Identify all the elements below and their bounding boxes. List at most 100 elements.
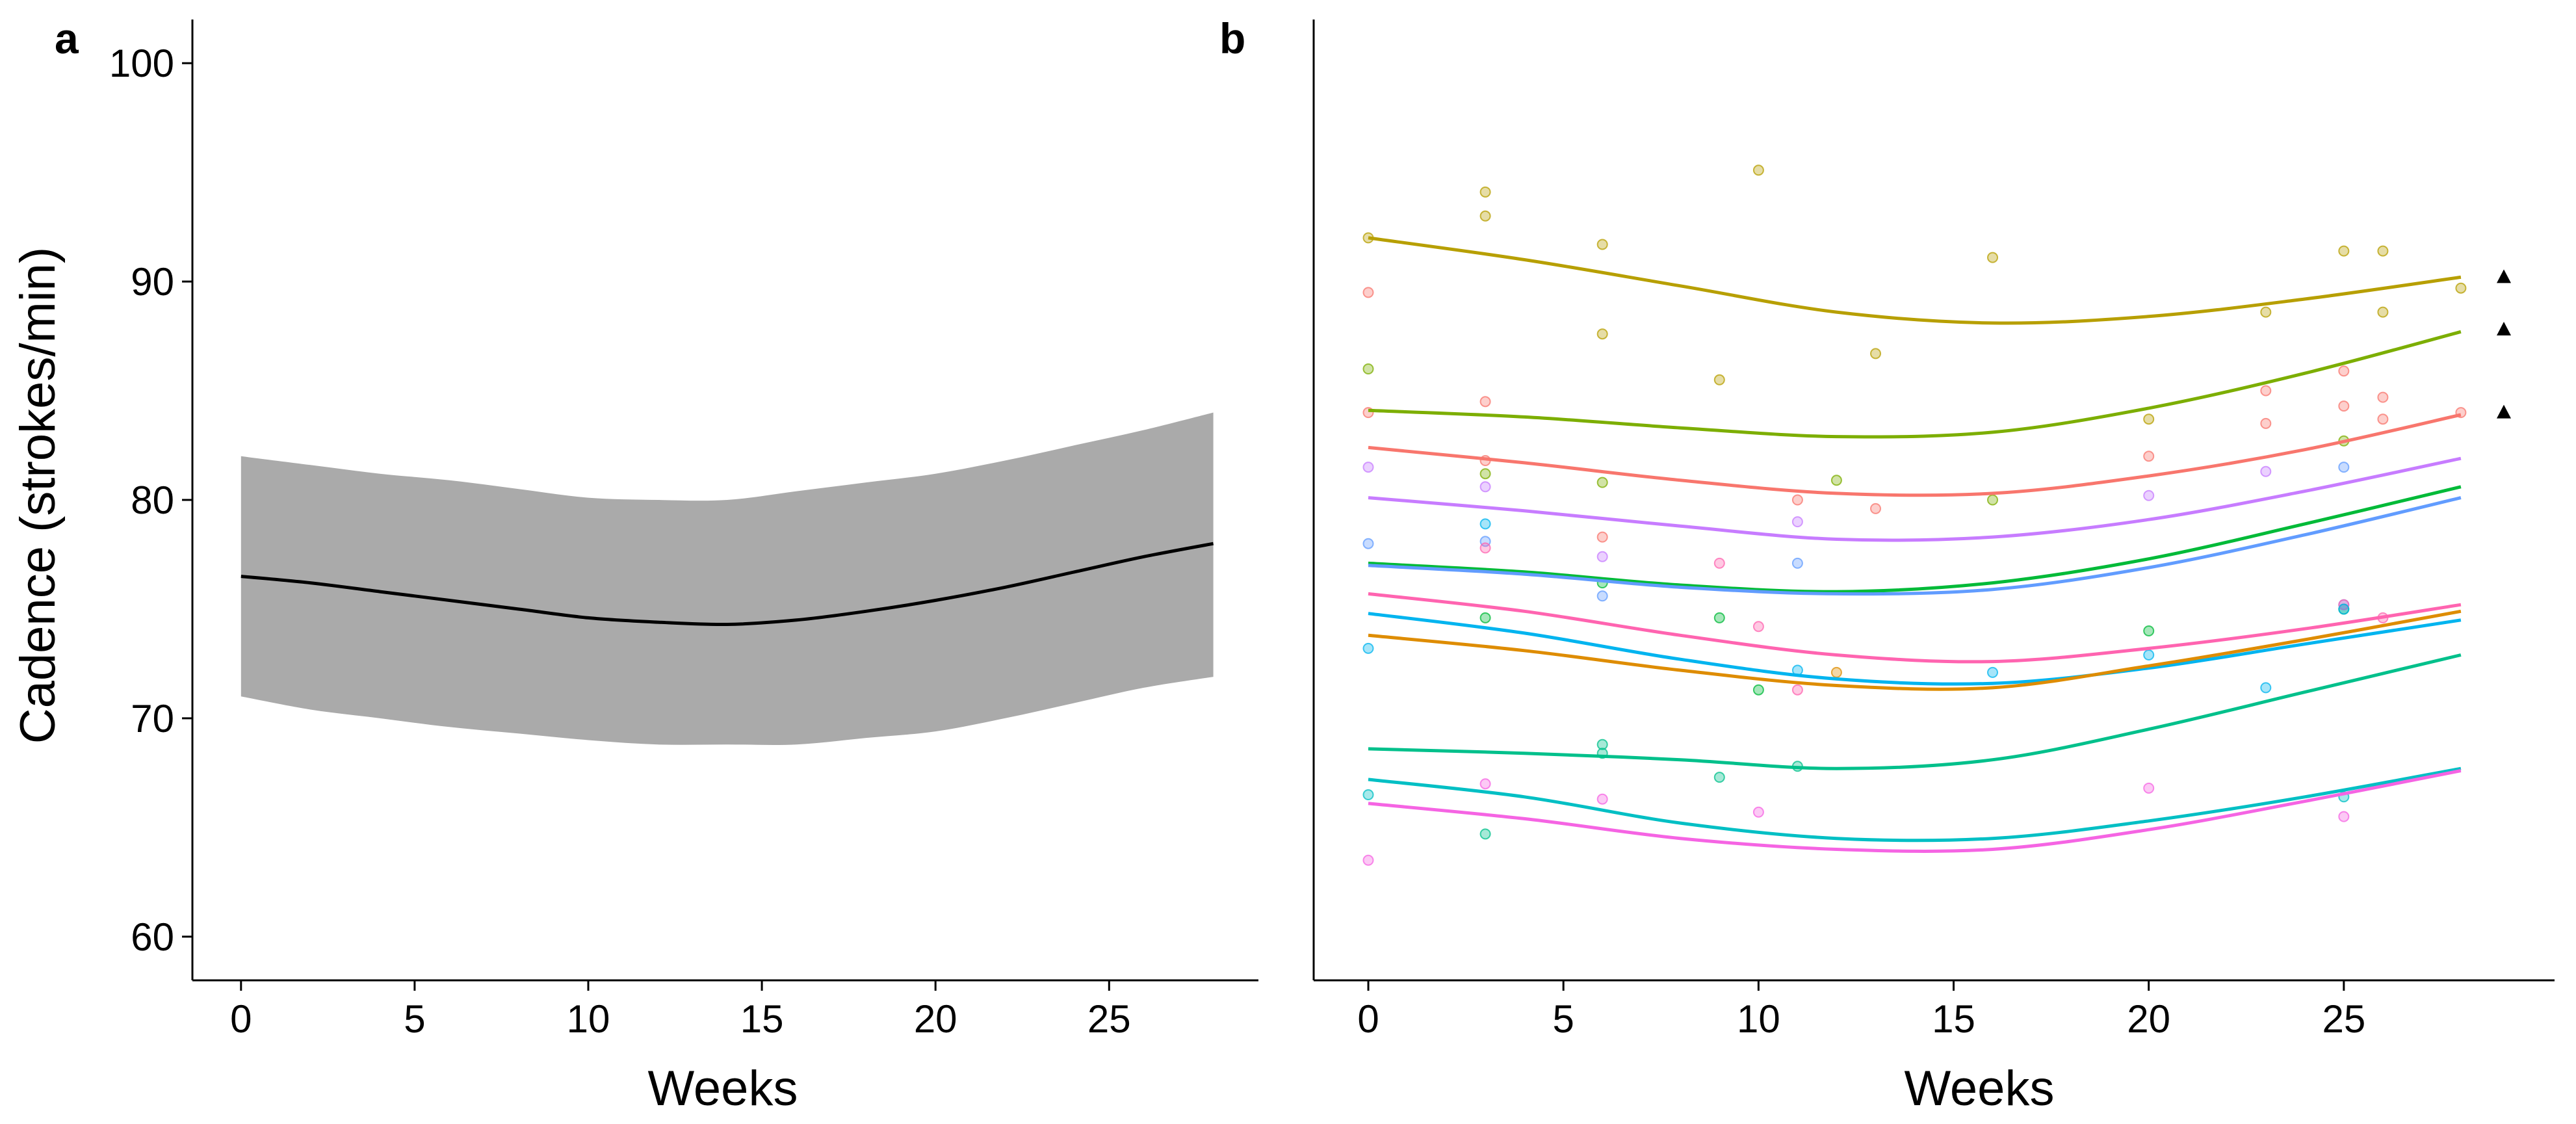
subject-12-line <box>1368 769 2462 853</box>
subject-4-point <box>1791 516 1803 528</box>
subject-3-point <box>1791 494 1803 506</box>
subject-2-line <box>1368 330 2462 439</box>
subject-3-point <box>2377 413 2389 425</box>
subject-5-point <box>2143 625 2155 636</box>
subject-3-point <box>2143 451 2155 462</box>
subject-3-point <box>1479 396 1491 408</box>
subject-2-point <box>1830 475 1842 486</box>
subject-4-point <box>1479 481 1491 493</box>
panel-a-x-tick-label: 15 <box>740 997 784 1041</box>
triangle-marker <box>2497 404 2511 419</box>
subject-1-point <box>2260 306 2272 318</box>
fit-line-layer <box>241 542 1214 627</box>
subject-8-point <box>1362 642 1374 654</box>
subject-1-line <box>1368 236 2462 325</box>
subject-1-point <box>2377 306 2389 318</box>
subject-12-point <box>1479 778 1491 790</box>
y-axis-title: Cadence (strokes/min) <box>10 247 66 744</box>
panel-b: b 0 5 10 15 20 25 Weeks <box>1219 14 2555 1116</box>
subject-12-point <box>1596 793 1608 805</box>
subject-1-point <box>1479 186 1491 198</box>
panel-b-x-tick-label: 25 <box>2322 997 2365 1041</box>
subject-10-point <box>1596 738 1608 750</box>
panel-b-x-tick-label: 15 <box>1932 997 1975 1041</box>
subject-12-point <box>1362 854 1374 866</box>
panel-b-axes: 0 5 10 15 20 25 <box>1312 20 2555 1041</box>
subject-6-point <box>2338 462 2350 473</box>
subject-4-point <box>1596 551 1608 562</box>
panel-a-label: a <box>55 14 79 62</box>
subject-11-point <box>1362 789 1374 800</box>
subject-points-layer <box>1362 164 2467 866</box>
subject-3-point <box>1596 531 1608 543</box>
subject-3-point <box>1362 287 1374 298</box>
subject-8-line <box>1368 612 2462 686</box>
panel-b-label: b <box>1219 14 1245 62</box>
subject-3-point <box>2338 400 2350 412</box>
subject-6-point <box>1362 538 1374 549</box>
subject-4-point <box>2143 490 2155 501</box>
panel-a-y-tick-label: 100 <box>109 42 174 85</box>
panel-a-x-tick-label: 25 <box>1087 997 1131 1041</box>
subject-5-line <box>1368 485 2462 594</box>
panel-a-x-axis-title: Weeks <box>648 1061 798 1116</box>
subject-1-point <box>1752 164 1764 176</box>
subject-2-point <box>1987 494 1998 506</box>
marker-layer <box>2497 269 2511 419</box>
subject-9-line <box>1368 609 2462 691</box>
panel-b-x-tick-label: 20 <box>2127 997 2170 1041</box>
subject-2-point <box>1362 363 1374 374</box>
panel-a-y-tick-label: 60 <box>131 915 174 959</box>
subject-8-point <box>2260 682 2272 694</box>
subject-2-point <box>1596 477 1608 488</box>
confidence-band-layer <box>241 412 1214 745</box>
subject-8-point <box>2143 649 2155 660</box>
subject-7-line <box>1368 592 2462 664</box>
panel-a-x-tick-label: 10 <box>567 997 610 1041</box>
subject-7-point <box>1791 684 1803 696</box>
subject-3-point <box>2338 365 2350 377</box>
triangle-marker <box>2497 269 2511 283</box>
subject-3-point <box>2260 417 2272 429</box>
subject-1-point <box>1479 210 1491 222</box>
panel-b-x-axis-title: Weeks <box>1905 1061 2055 1116</box>
subject-2-point <box>1479 468 1491 480</box>
panel-a-axes: 0 5 10 15 20 25 60 70 80 90 100 <box>109 20 1258 1041</box>
subject-12-point <box>1752 806 1764 818</box>
subject-1-point <box>1596 239 1608 250</box>
subject-1-point <box>2143 413 2155 425</box>
panel-a-y-tick-label: 90 <box>131 260 174 304</box>
subject-3-point <box>2260 385 2272 397</box>
subject-4-point <box>2260 465 2272 477</box>
subject-1-point <box>1596 328 1608 340</box>
subject-9-point <box>1830 666 1842 678</box>
subject-6-point <box>1791 557 1803 569</box>
panel-a-x-tick-label: 20 <box>914 997 957 1041</box>
subject-5-point <box>1713 612 1725 623</box>
subject-10-point <box>1713 772 1725 783</box>
subject-lines-layer <box>1368 236 2462 853</box>
subject-6-line <box>1368 496 2462 596</box>
subject-5-point <box>1752 684 1764 696</box>
population-fit-line <box>241 542 1214 627</box>
panel-a: a 0 5 10 15 20 25 60 70 80 90 100 Weeks <box>55 14 1258 1116</box>
subject-1-point <box>1987 252 1998 263</box>
subject-8-point <box>2338 603 2350 615</box>
confidence-band <box>241 412 1214 745</box>
subject-12-point <box>2338 811 2350 822</box>
subject-3-point <box>2377 391 2389 403</box>
panel-a-x-tick-label: 0 <box>230 997 252 1041</box>
subject-1-point <box>1713 374 1725 386</box>
subject-1-point <box>2455 282 2467 294</box>
subject-4-line <box>1368 456 2462 542</box>
subject-8-point <box>1479 518 1491 530</box>
panel-a-y-tick-label: 70 <box>131 697 174 740</box>
subject-8-point <box>1987 666 1998 678</box>
subject-7-point <box>1713 557 1725 569</box>
subject-3-line <box>1368 413 2462 497</box>
subject-12-point <box>2143 782 2155 794</box>
subject-11-line <box>1368 766 2462 843</box>
subject-10-line <box>1368 653 2462 770</box>
subject-1-point <box>1870 348 1881 359</box>
